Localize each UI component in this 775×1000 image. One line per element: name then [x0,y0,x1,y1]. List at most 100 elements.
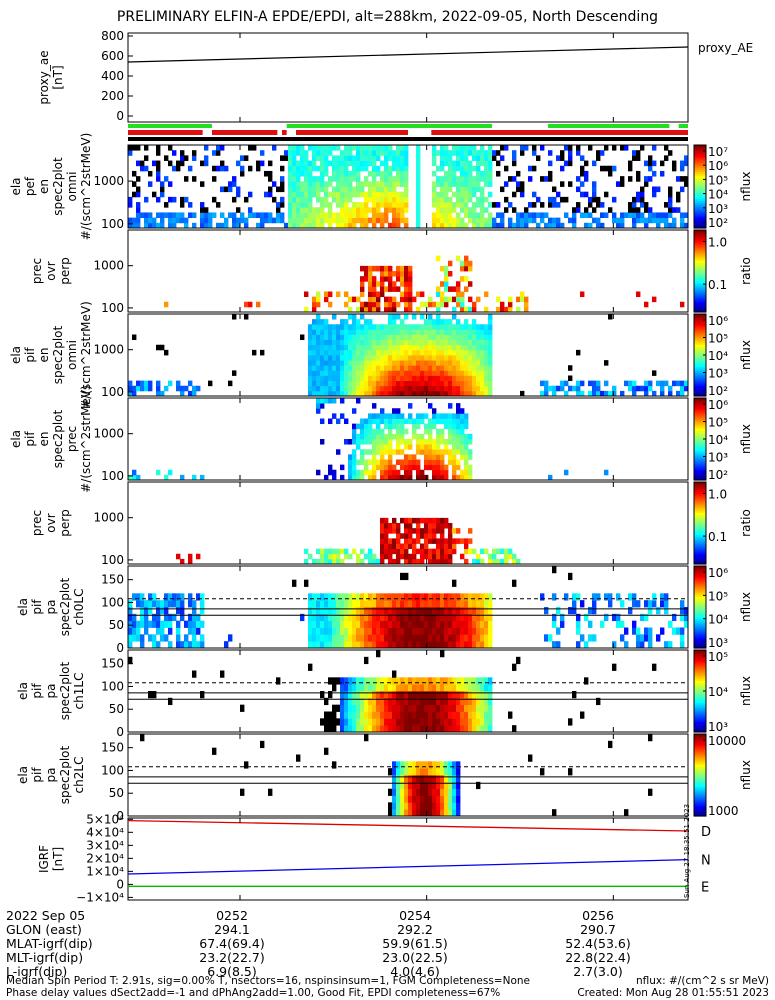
colorbar-swatch [694,736,706,739]
heatmap-pixel [156,150,161,156]
heatmap-pixel [420,711,425,719]
heatmap-pixel [492,222,497,229]
heatmap-pixel [408,704,413,712]
heatmap-pixel [360,155,365,161]
heatmap-pixel [372,403,377,409]
heatmap-pixel [388,202,393,208]
heatmap-pixel [456,355,461,361]
heatmap-pixel [396,334,401,341]
colorbar-swatch [694,157,706,161]
heatmap-pixel [668,150,673,156]
heatmap-pixel [128,202,133,208]
heatmap-pixel [384,600,389,608]
heatmap-pixel [344,150,349,156]
heatmap-pixel [452,768,457,776]
colorbar-swatch [694,424,706,428]
heatmap-pixel [460,324,465,330]
heatmap-pixel [380,725,385,733]
heatmap-pixel [300,150,305,156]
heatmap-pixel [352,365,357,371]
heatmap-pixel [340,349,345,356]
ela-pif-en-spec2plot-omni-ylabel: #/(scm^2strMeV) [79,301,93,409]
heatmap-pixel [640,385,645,392]
heatmap-pixel [344,324,349,330]
heatmap-pixel [352,428,357,435]
heatmap-pixel [480,607,485,615]
heatmap-pixel [408,390,413,397]
heatmap-pixel [592,217,597,224]
heatmap-pixel [332,620,337,628]
heatmap-pixel [448,718,453,726]
colorbar-swatch [694,740,706,743]
heatmap-pixel [452,439,457,445]
heatmap-pixel [480,725,485,733]
colorbar-swatch [694,596,706,600]
heatmap-pixel [304,170,309,177]
heatmap-pixel [160,600,165,608]
heatmap-pixel [416,620,421,628]
heatmap-pixel [568,181,573,187]
heatmap-pixel [488,145,493,151]
heatmap-pixel [452,469,457,476]
heatmap-pixel [352,704,357,712]
heatmap-pixel [432,385,437,392]
heatmap-pixel [388,418,393,425]
heatmap-pixel [436,627,441,635]
heatmap-pixel [360,355,365,361]
heatmap-pixel [512,207,517,213]
heatmap-pixel [488,160,493,167]
heatmap-pixel [372,433,377,440]
heatmap-pixel [396,718,401,726]
heatmap-pixel [428,324,433,330]
heatmap-pixel [384,413,389,419]
heatmap-pixel [652,296,657,303]
heatmap-pixel [480,344,485,351]
footer-units: nflux: #/(cm^2 s sr MeV) [636,975,769,987]
heatmap-pixel [452,775,457,783]
heatmap-pixel [268,788,273,796]
heatmap-pixel [356,725,361,733]
heatmap-pixel [336,339,341,346]
heatmap-pixel [324,607,329,615]
heatmap-pixel [428,761,433,769]
heatmap-pixel [168,627,173,635]
heatmap-pixel [456,718,461,726]
colorbar-swatch [694,547,706,551]
heatmap-pixel [316,620,321,628]
heatmap-pixel [388,600,393,608]
heatmap-pixel [584,613,589,622]
heatmap-pixel [144,600,149,608]
heatmap-pixel [672,380,677,387]
heatmap-pixel [376,202,381,208]
heatmap-pixel [360,613,365,622]
heatmap-pixel [672,627,677,635]
heatmap-pixel [460,165,465,172]
colorbar-swatch [694,348,706,352]
heatmap-pixel [132,627,137,635]
heatmap-pixel [292,145,297,151]
heatmap-pixel [484,160,489,167]
heatmap-pixel [460,344,465,351]
heatmap-pixel [384,548,389,555]
heatmap-pixel [328,301,333,308]
heatmap-pixel [316,222,321,229]
heatmap-pixel [420,334,425,341]
heatmap-pixel [456,160,461,167]
heatmap-pixel [380,276,385,282]
heatmap-pixel [404,474,409,481]
heatmap-pixel [180,160,185,167]
heatmap-pixel [444,222,449,229]
colorbar-swatch [694,145,706,148]
heatmap-pixel [156,620,161,628]
heatmap-pixel [548,634,553,642]
heatmap-pixel [368,593,373,601]
heatmap-pixel [168,196,173,203]
heatmap-pixel [400,607,405,615]
colorbar-swatch [694,703,706,706]
heatmap-pixel [532,191,537,198]
heatmap-pixel [548,176,553,182]
heatmap-pixel [404,517,409,524]
heatmap-pixel [648,634,653,642]
heatmap-pixel [160,607,165,615]
